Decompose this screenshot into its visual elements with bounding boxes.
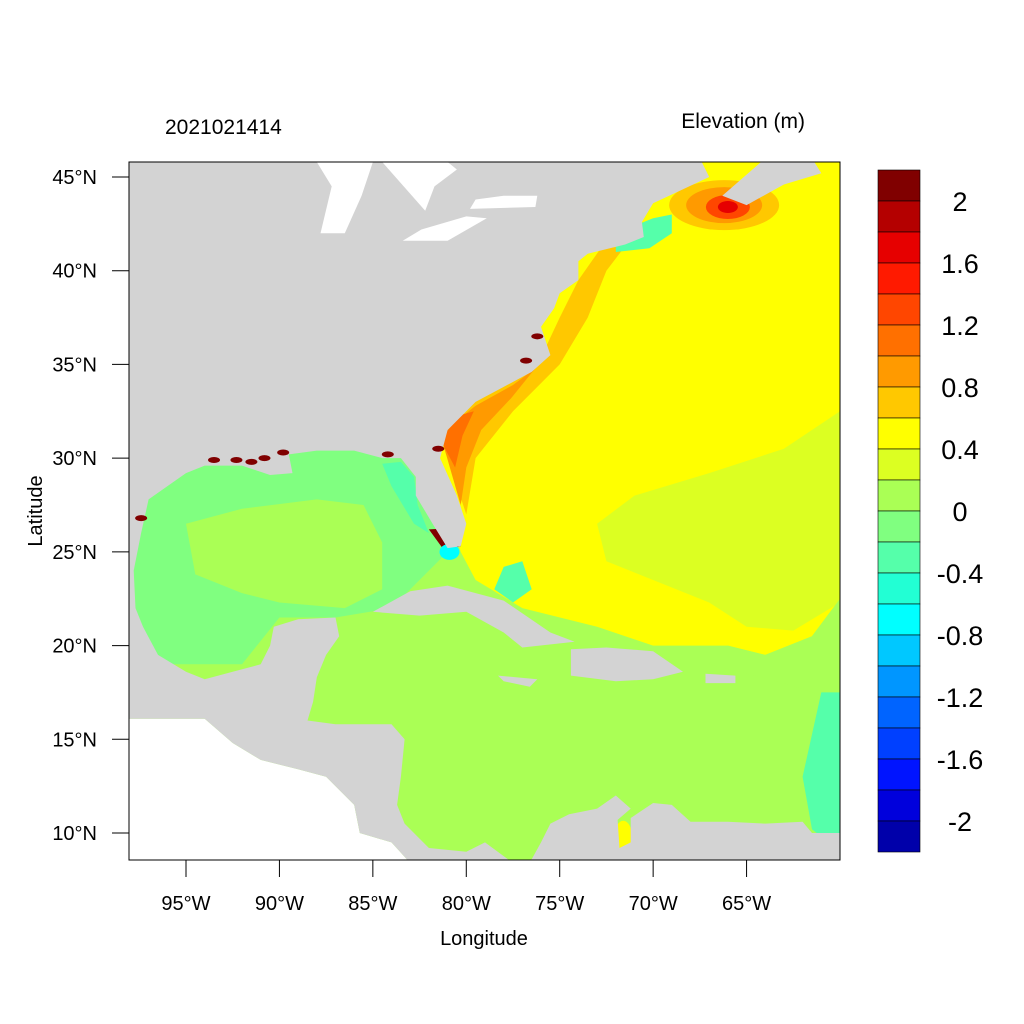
colorbar-label: -2 <box>948 807 972 837</box>
axes: 95°W 90°W 85°W 80°W 75°W 70°W 65°W 45°N 40°N 35°N… <box>52 167 771 915</box>
colorbar-box <box>877 789 921 822</box>
colorbar-box <box>877 665 921 698</box>
colorbar-box <box>877 169 921 202</box>
y-tick-label: 45°N <box>52 167 97 189</box>
bahamas-bank <box>494 561 532 603</box>
y-tick-label: 15°N <box>52 729 97 751</box>
x-tick-label: 90°W <box>255 893 304 915</box>
coastal-surge-speck <box>230 457 243 464</box>
colorbar-box <box>877 324 921 357</box>
colorbar-label: 0.8 <box>941 373 979 403</box>
colorbar: 2 1.6 1.2 0.8 0.4 0 -0.4 -0.8 -1.2 -1.6 -2 <box>877 169 984 853</box>
coastal-surge-speck <box>520 357 533 364</box>
land-north-central-america <box>129 162 710 860</box>
coastal-surge-speck <box>531 333 544 340</box>
coastal-band-0-8 <box>436 246 626 515</box>
y-tick-label: 25°N <box>52 542 97 564</box>
colorbar-box <box>877 820 921 853</box>
colorbar-label: 1.6 <box>941 249 979 279</box>
coastal-surge-speck <box>381 451 394 458</box>
x-tick-label: 70°W <box>629 893 678 915</box>
x-tick-label: 80°W <box>442 893 491 915</box>
atlantic-southeast-region <box>597 411 840 631</box>
antilles-region <box>709 598 840 702</box>
colorbar-box <box>877 231 921 264</box>
lake-michigan <box>316 162 373 234</box>
y-tick-label: 30°N <box>52 448 97 470</box>
x-tick-label: 65°W <box>722 893 771 915</box>
colorbar-label: -1.6 <box>937 745 984 775</box>
coastal-surge-speck <box>135 515 148 522</box>
colorbar-label: -0.8 <box>937 621 984 651</box>
y-axis-label: Latitude <box>25 475 47 546</box>
colorbar-label: 0 <box>952 497 967 527</box>
land-jamaica <box>498 675 538 687</box>
x-tick-label: 95°W <box>161 893 210 915</box>
coastal-surge-speck <box>245 458 258 465</box>
colorbar-box <box>877 634 921 667</box>
gulf-interior <box>186 499 383 609</box>
colorbar-box <box>877 262 921 295</box>
coastal-surge-speck <box>258 455 271 462</box>
colorbar-box <box>877 572 921 605</box>
colorbar-box <box>877 448 921 481</box>
plot-frame <box>128 161 841 861</box>
colorbar-box <box>877 355 921 388</box>
lake-huron <box>382 162 457 211</box>
lake-erie <box>402 216 487 241</box>
colorbar-label: -1.2 <box>937 683 984 713</box>
timestamp-title: 2021021414 <box>165 116 282 139</box>
colorbar-box <box>877 386 921 419</box>
colorbar-label: 0.4 <box>941 435 979 465</box>
coastal-band-1-0 <box>440 368 536 505</box>
land-south-america <box>528 795 840 860</box>
coastal-surge-speck <box>208 457 221 464</box>
florida-shelf <box>382 461 429 534</box>
colorbar-box <box>877 603 921 636</box>
coastal-band-1-2 <box>440 411 474 468</box>
colorbar-label: -0.4 <box>937 559 984 589</box>
land-hispaniola <box>570 647 683 682</box>
colorbar-box <box>877 293 921 326</box>
colorbar-box <box>877 727 921 760</box>
colorbar-box <box>877 541 921 574</box>
x-axis-label: Longitude <box>440 928 528 950</box>
y-tick-label: 10°N <box>52 823 97 845</box>
gulf-of-maine-region <box>615 214 672 252</box>
colorbar-box <box>877 510 921 543</box>
fundy-band-1-8 <box>717 200 738 213</box>
x-tick-label: 75°W <box>535 893 584 915</box>
y-tick-label: 20°N <box>52 636 97 658</box>
coastal-surge-speck <box>277 449 290 456</box>
colorbar-box <box>877 758 921 791</box>
land-puerto-rico <box>705 673 736 684</box>
east-boundary-region <box>802 692 840 852</box>
lake-ontario <box>470 195 538 209</box>
florida-bay <box>439 543 460 560</box>
colorbar-label: 1.2 <box>941 311 979 341</box>
colorbar-box <box>877 696 921 729</box>
land-cuba <box>372 585 575 648</box>
colorbar-box <box>877 200 921 233</box>
y-tick-label: 35°N <box>52 354 97 376</box>
y-tick-label: 40°N <box>52 261 97 283</box>
colorbar-box <box>877 479 921 512</box>
variable-title: Elevation (m) <box>681 110 805 133</box>
x-tick-label: 85°W <box>348 893 397 915</box>
pacific-nodata <box>129 718 408 860</box>
map-plot-area <box>129 162 840 860</box>
coastal-surge-speck <box>432 445 445 452</box>
colorbar-label: 2 <box>952 187 967 217</box>
land-nova-scotia <box>722 162 822 206</box>
colorbar-box <box>877 417 921 450</box>
